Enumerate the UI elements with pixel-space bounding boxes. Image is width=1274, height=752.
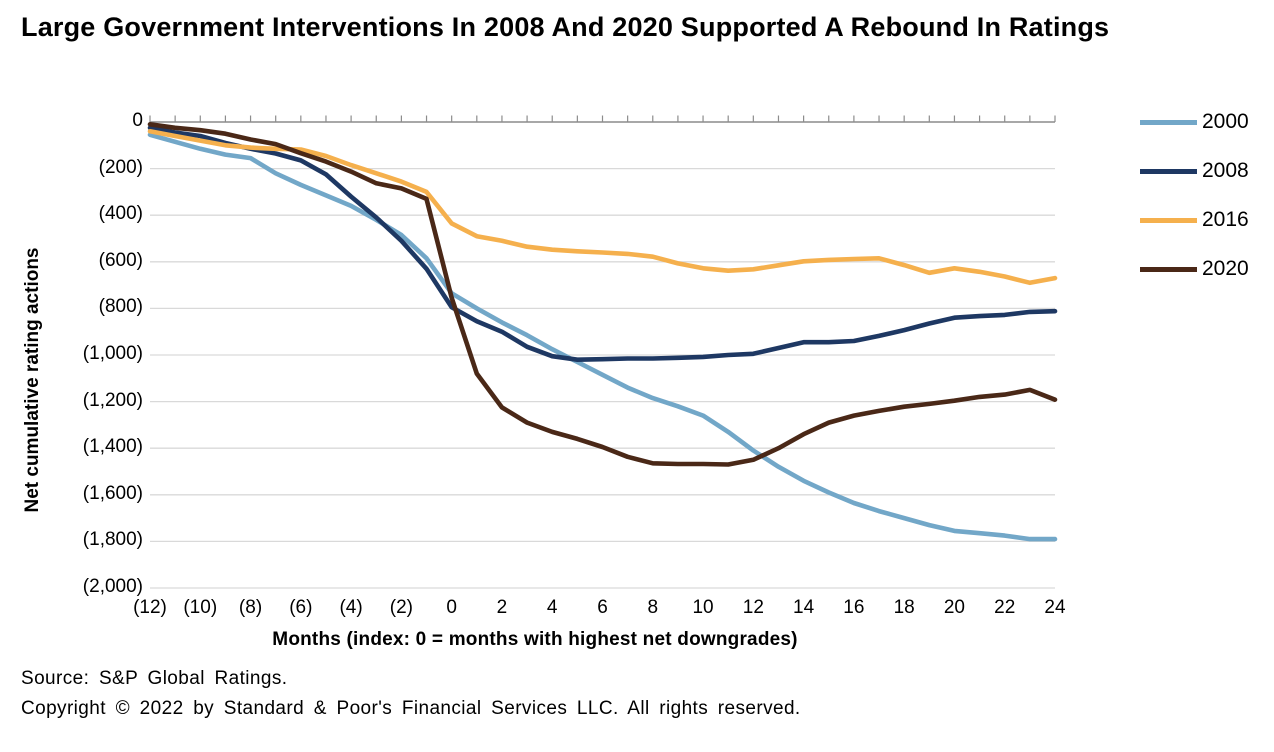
chart-title: Large Government Interventions In 2008 A… (21, 12, 1110, 42)
x-tick-label: (12) (133, 597, 167, 618)
series-line-2016 (147, 129, 1058, 286)
y-tick-label: (1,400) (82, 436, 143, 458)
x-tick-label: 22 (994, 597, 1016, 618)
y-tick-label: (800) (98, 296, 143, 318)
x-tick-label: (8) (238, 597, 263, 618)
y-tick-label: (1,200) (82, 389, 143, 411)
source-note: Source: S&P Global Ratings. (21, 668, 288, 689)
x-tick-label: (10) (183, 597, 218, 618)
x-tick-label: 16 (843, 597, 865, 618)
legend-swatch-2016 (1140, 217, 1197, 223)
series-line-2000 (147, 132, 1058, 542)
x-tick-label: 14 (793, 597, 815, 618)
x-tick-label: 24 (1044, 597, 1066, 618)
y-tick-label: (2,000) (82, 576, 143, 597)
y-axis-title: Net cumulative rating actions (22, 247, 43, 513)
x-tick-label: 2 (496, 597, 508, 618)
y-tick-label: (1,600) (82, 482, 143, 504)
copyright-note: Copyright © 2022 by Standard & Poor's Fi… (21, 698, 801, 719)
y-tick-label: (400) (98, 203, 143, 225)
legend-swatch-2020 (1140, 266, 1197, 272)
y-tick-label: 0 (132, 110, 143, 131)
x-axis-title: Months (index: 0 = months with highest n… (272, 629, 798, 650)
legend-item-2020: 2020 (1140, 257, 1249, 281)
series-line-2020 (147, 122, 1058, 467)
legend-item-2016: 2016 (1140, 208, 1249, 232)
x-tick-label: 10 (692, 597, 714, 618)
series-line-2008 (147, 125, 1058, 363)
y-tick-label: (1,800) (82, 529, 143, 551)
x-tick-label: (6) (289, 597, 313, 618)
x-tick-label: 12 (742, 597, 764, 618)
x-tick-label: 20 (943, 597, 965, 618)
x-tick-label: 4 (546, 597, 558, 618)
y-tick-label: (200) (98, 156, 143, 178)
legend-swatch-2000 (1140, 119, 1197, 125)
legend: 2000 2008 2016 2020 (1140, 110, 1249, 306)
x-tick-label: 8 (647, 597, 659, 618)
x-tick-label: (2) (389, 597, 413, 618)
legend-item-2000: 2000 (1140, 110, 1249, 134)
x-tick-label: 0 (446, 597, 457, 618)
legend-label: 2000 (1202, 110, 1249, 133)
legend-label: 2020 (1202, 257, 1249, 280)
legend-item-2008: 2008 (1140, 159, 1249, 183)
legend-label: 2016 (1202, 208, 1249, 231)
legend-label: 2008 (1202, 159, 1249, 182)
legend-swatch-2008 (1140, 168, 1197, 174)
y-tick-label: (600) (98, 249, 143, 271)
x-tick-label: (4) (339, 597, 363, 618)
x-tick-label: 18 (893, 597, 915, 618)
y-tick-label: (1,000) (82, 343, 143, 364)
x-tick-label: 6 (597, 597, 608, 618)
